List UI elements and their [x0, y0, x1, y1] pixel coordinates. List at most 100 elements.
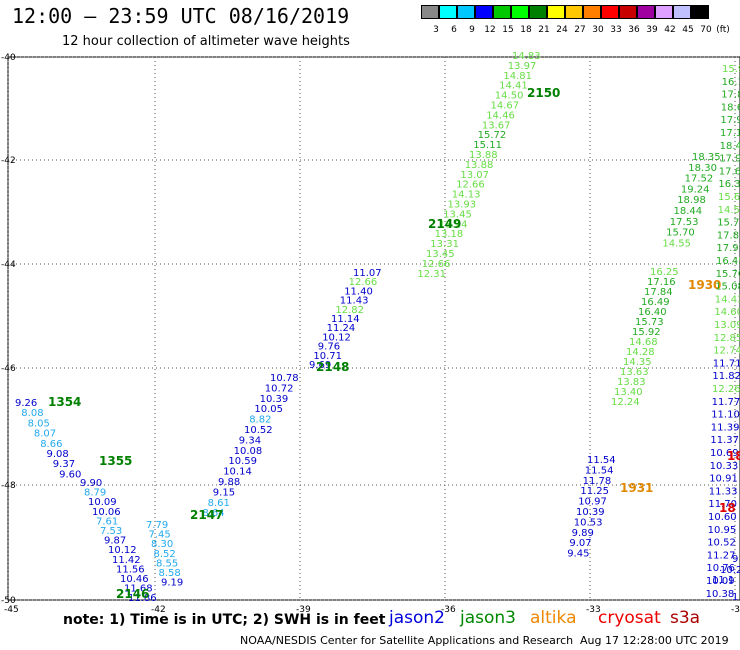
swh-value: 8.58 — [159, 568, 181, 579]
credit-footer: NOAA/NESDIS Center for Satellite Applica… — [240, 634, 574, 647]
swh-value-clipped: 1 — [732, 592, 738, 603]
swh-value: 19.24 — [681, 184, 710, 195]
swh-value: 12.66 — [349, 277, 378, 288]
swh-value: 10.09 — [88, 497, 117, 508]
swh-value: 11.56 — [116, 564, 145, 575]
swh-value: 14.5 — [718, 205, 740, 216]
scale-tick-label: 21 — [538, 25, 550, 35]
swh-value: 8.64 — [202, 508, 224, 519]
swh-value: 13.09 — [714, 320, 740, 331]
swh-value: 10.38 — [706, 589, 735, 600]
swh-value: 18.35 — [692, 152, 721, 163]
swh-value: 8.79 — [84, 488, 106, 499]
scale-tick-label: 9 — [469, 25, 475, 35]
scale-swatch — [511, 5, 529, 19]
swh-value: 17.6 — [719, 166, 740, 177]
swh-value: 11.14 — [331, 314, 360, 325]
lon-label: -33 — [586, 605, 601, 615]
scale-swatch — [691, 5, 709, 19]
swh-value: 8.61 — [208, 498, 230, 509]
swh-value: 13.24 — [439, 219, 468, 230]
swh-value: 15.70 — [716, 269, 740, 280]
swh-value: 10.76 — [706, 563, 735, 574]
swh-value: 14.46 — [486, 110, 515, 121]
scale-tick-label: 27 — [574, 25, 586, 35]
lat-label: -46 — [1, 364, 16, 374]
swh-value: 14.50 — [495, 91, 524, 102]
swh-value-clipped: 18 — [727, 449, 740, 463]
swh-value: 10.69 — [710, 448, 739, 459]
swh-value: 15.77 — [717, 218, 740, 229]
swh-value: 13.93 — [448, 200, 477, 211]
swh-value: 10.97 — [578, 497, 607, 508]
swh-value: 9.15 — [213, 487, 235, 498]
pass-label: 1354 — [48, 395, 81, 409]
legend-item-jason2: jason2 — [389, 608, 445, 628]
legend-item-jason3: jason3 — [460, 608, 516, 628]
generated-timestamp: Aug 17 12:28:00 UTC 2019 — [580, 634, 729, 647]
swh-value: 11.43 — [340, 296, 369, 307]
swh-value: 16.25 — [650, 267, 679, 278]
swh-value: 17.88 — [717, 230, 740, 241]
swh-value: 14.67 — [491, 101, 520, 112]
scale-tick-label: 18 — [520, 25, 532, 35]
swh-value: 10.39 — [576, 507, 605, 518]
swh-value: 11.77 — [712, 397, 740, 408]
swh-value: 17.97 — [716, 243, 740, 254]
swh-value: 9.69 — [309, 360, 331, 371]
swh-value: 11.54 — [587, 455, 616, 466]
swh-value: 16.40 — [638, 307, 667, 318]
swh-value: 14.81 — [503, 71, 532, 82]
swh-value: 9.08 — [47, 449, 69, 460]
swh-value-clipped: 10.2 — [720, 565, 740, 576]
swh-value: 13.40 — [614, 387, 643, 398]
scale-tick-label: 30 — [592, 25, 604, 35]
scale-tick-label: 33 — [610, 25, 622, 35]
swh-value: 10.12 — [108, 545, 137, 556]
swh-value: 11.39 — [711, 422, 740, 433]
scale-tick-label: 3 — [433, 25, 439, 35]
swh-value: 15.08 — [715, 282, 740, 293]
swh-value: 11.25 — [580, 486, 609, 497]
swh-value: 15.70 — [666, 228, 695, 239]
swh-value: 15.92 — [632, 327, 661, 338]
swh-value: 10.12 — [322, 332, 351, 343]
scale-swatch — [421, 5, 439, 19]
pass-label: 2150 — [527, 86, 560, 100]
swh-value: 18.44 — [674, 206, 703, 217]
swh-value: 8.08 — [21, 408, 43, 419]
page-subtitle: 12 hour collection of altimeter wave hei… — [62, 34, 350, 49]
scale-swatch — [673, 5, 691, 19]
swh-value: 11.86 — [128, 593, 157, 604]
lon-label: -42 — [151, 605, 166, 615]
swh-value: 8.66 — [40, 439, 62, 450]
swh-value: 13.45 — [426, 249, 455, 260]
swh-value: 10.39 — [260, 394, 289, 405]
swh-value: 10.78 — [270, 373, 299, 384]
scale-tick-label: 39 — [646, 25, 658, 35]
swh-value: 8.30 — [151, 539, 173, 550]
swh-value: 11.78 — [583, 476, 612, 487]
swh-value: 11.27 — [707, 550, 736, 561]
lon-label: -45 — [4, 605, 19, 615]
swh-value: 13.31 — [430, 239, 459, 250]
swh-value-clipped: 11.1 — [712, 575, 734, 586]
swh-value: 14.83 — [512, 51, 541, 62]
swh-value: 9.37 — [53, 459, 75, 470]
swh-value: 13.45 — [443, 209, 472, 220]
swh-value: 9.76 — [318, 342, 340, 353]
swh-value: 12.24 — [611, 397, 640, 408]
scale-swatch — [457, 5, 475, 19]
lat-label: -42 — [1, 156, 16, 166]
swh-value: 11.42 — [112, 555, 141, 566]
swh-value: 11.37 — [710, 435, 739, 446]
swh-value: 9.19 — [161, 578, 183, 589]
swh-value: 10.95 — [708, 525, 737, 536]
swh-value: 17.9 — [719, 154, 740, 165]
scale-swatch — [601, 5, 619, 19]
swh-value: 12.66 — [422, 259, 451, 270]
pass-label: 2146 — [116, 587, 149, 601]
swh-value: 13.18 — [435, 229, 464, 240]
swh-value-clipped: 9 — [732, 554, 738, 565]
